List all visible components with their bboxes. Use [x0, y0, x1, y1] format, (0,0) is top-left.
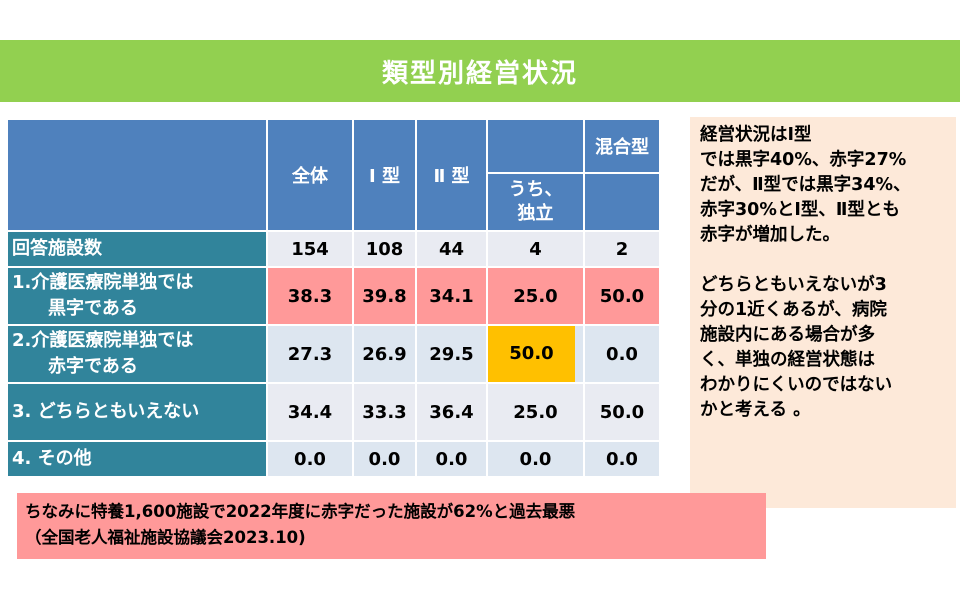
row-label: 1.介護医療院単独では 黒字である: [8, 268, 266, 324]
table-cell: 25.0: [488, 384, 583, 440]
status-table: 全体 Ⅰ 型 Ⅱ 型 混合型 うち、独立 回答施設数 154 108 44 4 …: [6, 118, 661, 478]
note-line: 経営状況はⅠ型: [700, 125, 812, 145]
row-label-line1: 2.介護医療院単独では: [12, 330, 194, 351]
note-line: 分の1近くあるが、病院: [700, 300, 887, 320]
row-label-line2: 黒字である: [48, 298, 138, 319]
table-cell: 0.0: [585, 326, 659, 382]
table-row: 2.介護医療院単独では 赤字である 27.3 26.9 29.5 50.0 0.…: [8, 326, 659, 382]
row-label-line1: 1.介護医療院単独では: [12, 272, 194, 293]
note-line: く、単独の経営状態は: [700, 350, 875, 370]
table-cell: 29.5: [417, 326, 486, 382]
commentary-box: 経営状況はⅠ型では黒字40%、赤字27% だが、Ⅱ型では黒字34%、 赤字30%とⅠ…: [690, 117, 956, 508]
footnote-line2: （全国老人福祉施設協議会2023.10): [25, 528, 306, 547]
table-cell: 50.0: [585, 384, 659, 440]
table-header-row-2: うち、独立: [8, 174, 659, 230]
header-mixed-sub: [585, 174, 659, 230]
table-cell: 34.1: [417, 268, 486, 324]
table-cell: 38.3: [268, 268, 352, 324]
header-type1: Ⅰ 型: [354, 120, 415, 230]
table-cell-highlight: 50.0: [488, 326, 583, 382]
note-line: どちらともいえないが3: [700, 275, 887, 295]
table-cell: 0.0: [417, 442, 486, 476]
table-header-row: 全体 Ⅰ 型 Ⅱ 型 混合型: [8, 120, 659, 230]
table-cell: 25.0: [488, 268, 583, 324]
table-cell: 2: [585, 232, 659, 266]
note-line: 赤字30%とⅠ型、Ⅱ型とも: [700, 200, 900, 220]
table-row: 回答施設数 154 108 44 4 2: [8, 232, 659, 266]
header-type2: Ⅱ 型: [417, 120, 486, 230]
table-cell: 0.0: [354, 442, 415, 476]
highlight-value: 50.0: [488, 326, 575, 382]
table-cell: 108: [354, 232, 415, 266]
header-blank-top: [488, 120, 583, 172]
table-row: 1.介護医療院単独では 黒字である 38.3 39.8 34.1 25.0 50…: [8, 268, 659, 324]
row-label: 2.介護医療院単独では 赤字である: [8, 326, 266, 382]
note-line: では黒字40%、赤字27%: [700, 150, 907, 170]
table-cell: 154: [268, 232, 352, 266]
table-row: 4. その他 0.0 0.0 0.0 0.0 0.0: [8, 442, 659, 476]
table-cell: 27.3: [268, 326, 352, 382]
table-cell: 36.4: [417, 384, 486, 440]
header-independent-label: うち、独立: [508, 179, 563, 224]
table-cell: 26.9: [354, 326, 415, 382]
row-label-line2: 赤字である: [48, 356, 138, 377]
footnote-line1: ちなみに特養1,600施設で2022年度に赤字だった施設が62%と過去最悪: [25, 502, 576, 521]
note-line: 赤字が増加した。: [700, 225, 840, 245]
row-label: 4. その他: [8, 442, 266, 476]
table-cell: 0.0: [585, 442, 659, 476]
note-spacer: [700, 248, 948, 273]
note-line: かと考える 。: [700, 400, 811, 420]
table-cell: 0.0: [488, 442, 583, 476]
row-label: 3. どちらともいえない: [8, 384, 266, 440]
note-line: 施設内にある場合が多: [700, 325, 875, 345]
table-row: 3. どちらともいえない 34.4 33.3 36.4 25.0 50.0: [8, 384, 659, 440]
table-cell: 4: [488, 232, 583, 266]
note-line: だが、Ⅱ型では黒字34%、: [700, 175, 911, 195]
table-cell: 33.3: [354, 384, 415, 440]
header-independent: うち、独立: [488, 174, 583, 230]
table-cell: 39.8: [354, 268, 415, 324]
header-mixed: 混合型: [585, 120, 659, 172]
table-cell: 0.0: [268, 442, 352, 476]
table-cell: 50.0: [585, 268, 659, 324]
footnote-box: ちなみに特養1,600施設で2022年度に赤字だった施設が62%と過去最悪 （全…: [17, 493, 766, 559]
header-all: 全体: [268, 120, 352, 230]
page-title: 類型別経営状況: [0, 40, 960, 102]
header-empty: [8, 120, 266, 230]
table-cell: 44: [417, 232, 486, 266]
row-label: 回答施設数: [8, 232, 266, 266]
table-cell: 34.4: [268, 384, 352, 440]
note-line: わかりにくいのではない: [700, 375, 893, 395]
